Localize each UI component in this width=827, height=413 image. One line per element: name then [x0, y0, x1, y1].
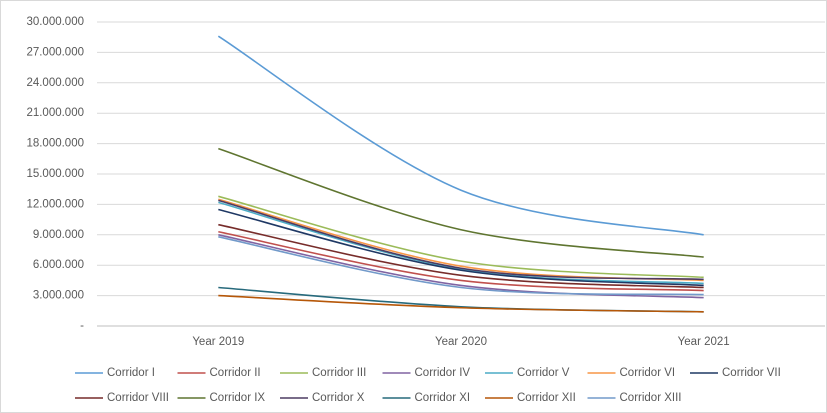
legend-label: Corridor XI — [415, 392, 471, 404]
legend-label: Corridor XIII — [620, 392, 682, 404]
series-line — [218, 195, 704, 279]
legend-label: Corridor V — [517, 367, 570, 379]
y-tick-label: 3.000.000 — [33, 290, 84, 302]
x-tick-label: Year 2021 — [678, 336, 730, 348]
legend-label: Corridor VIII — [107, 392, 169, 404]
series-line — [218, 208, 704, 287]
y-tick-label: 18.000.000 — [26, 138, 84, 150]
series-line — [218, 201, 704, 285]
y-tick-label: 27.000.000 — [26, 46, 84, 58]
y-tick-label: - — [80, 320, 84, 332]
y-tick-label: 12.000.000 — [26, 198, 84, 210]
series-line — [218, 223, 704, 289]
x-tick-label: Year 2019 — [192, 336, 244, 348]
y-tick-label: 21.000.000 — [26, 107, 84, 119]
legend-label: Corridor IV — [415, 367, 471, 379]
legend-label: Corridor III — [312, 367, 366, 379]
series-line — [218, 199, 704, 281]
legend-label: Corridor XII — [517, 392, 576, 404]
series-line — [218, 294, 704, 313]
y-tick-label: 6.000.000 — [33, 259, 84, 271]
x-tick-label: Year 2020 — [435, 336, 487, 348]
legend-label: Corridor I — [107, 367, 155, 379]
legend-label: Corridor VI — [620, 367, 676, 379]
legend-label: Corridor II — [210, 367, 261, 379]
series-line — [218, 236, 704, 296]
series-line — [218, 230, 704, 292]
series-line — [218, 147, 704, 258]
legend-label: Corridor IX — [210, 392, 266, 404]
y-tick-label: 9.000.000 — [33, 229, 84, 241]
y-tick-label: 30.000.000 — [26, 16, 84, 28]
legend-label: Corridor VII — [722, 367, 781, 379]
legend-label: Corridor X — [312, 392, 365, 404]
y-tick-label: 24.000.000 — [26, 77, 84, 89]
y-tick-label: 15.000.000 — [26, 168, 84, 180]
series-line — [218, 234, 704, 299]
series-line — [217, 35, 704, 236]
